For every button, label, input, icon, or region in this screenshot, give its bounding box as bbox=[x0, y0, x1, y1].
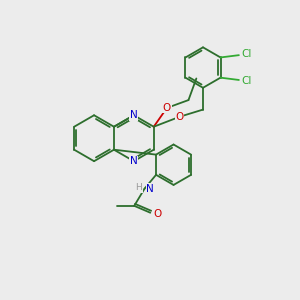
Text: H: H bbox=[136, 183, 142, 192]
Text: O: O bbox=[163, 103, 171, 113]
Text: O: O bbox=[176, 112, 184, 122]
Text: Cl: Cl bbox=[242, 49, 252, 59]
Text: N: N bbox=[130, 110, 138, 120]
Text: O: O bbox=[154, 209, 162, 219]
Text: N: N bbox=[130, 156, 138, 166]
Text: N: N bbox=[146, 184, 154, 194]
Text: Cl: Cl bbox=[242, 76, 252, 86]
